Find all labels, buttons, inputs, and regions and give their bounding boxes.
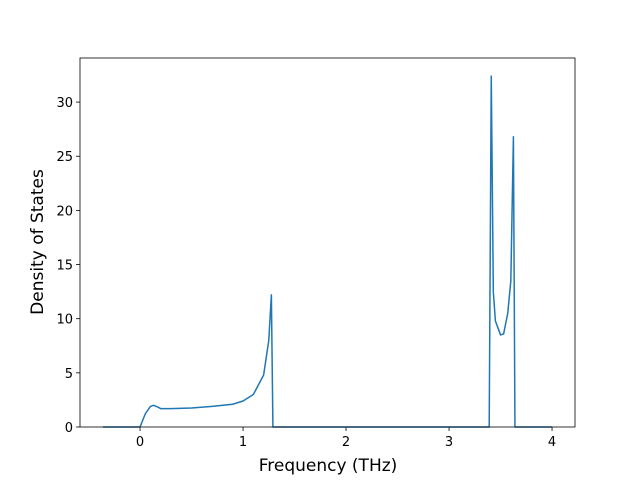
x-tick-label: 0 [136, 435, 144, 450]
y-tick-label: 20 [56, 204, 73, 219]
x-tick-label: 1 [239, 435, 247, 450]
plot-frame [79, 57, 576, 428]
y-tick-label: 0 [65, 421, 73, 436]
line [102, 75, 553, 428]
x-tick-label: 2 [342, 435, 350, 450]
y-axis-label: Density of States [28, 169, 48, 315]
y-tick-label: 10 [56, 313, 73, 328]
y-tick-label: 30 [56, 96, 73, 111]
y-tick-label: 15 [56, 259, 73, 274]
y-tick-label: 25 [56, 150, 73, 165]
y-tick-label: 5 [65, 367, 73, 382]
x-tick-label: 3 [445, 435, 453, 450]
x-tick-label: 4 [548, 435, 556, 450]
x-axis-label: Frequency (THz) [259, 456, 398, 476]
